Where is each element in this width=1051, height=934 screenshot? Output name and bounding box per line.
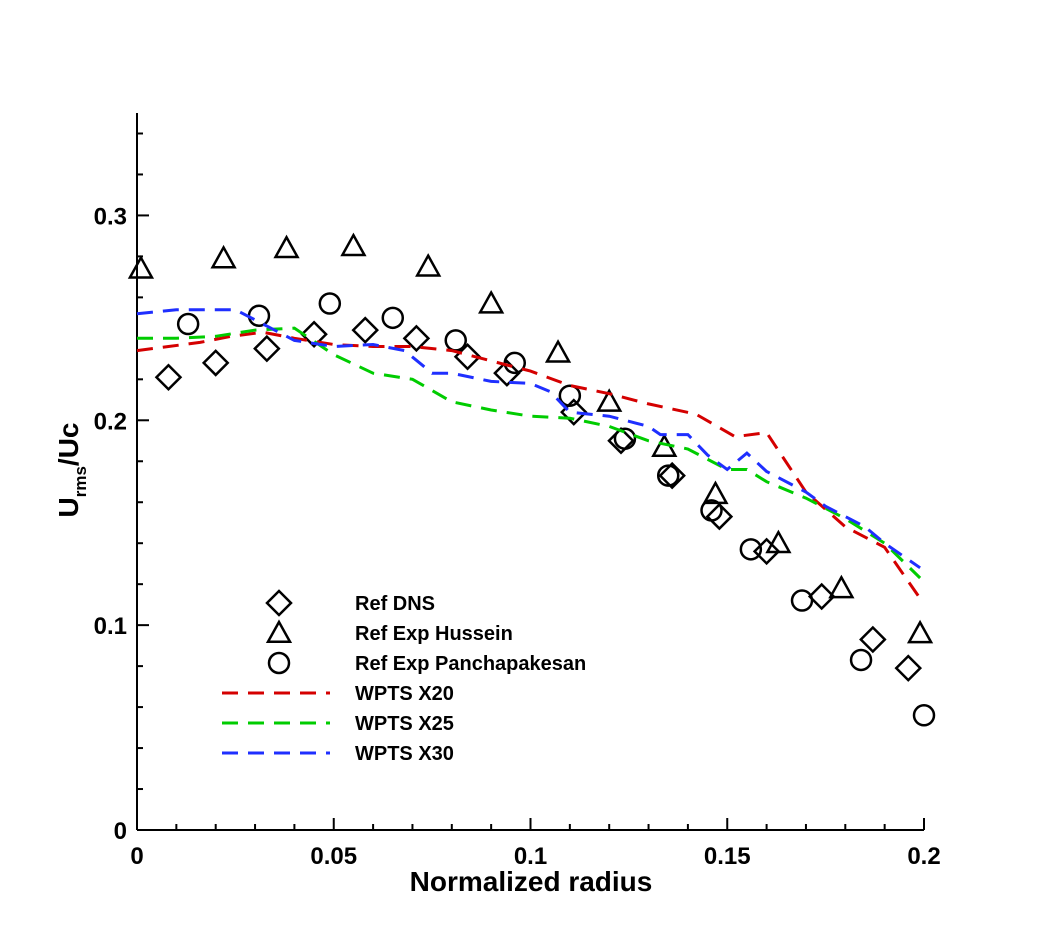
data-point-ref-dns — [201, 349, 230, 377]
data-point-ref-dns — [752, 537, 781, 566]
y-tick-label: 0.3 — [94, 203, 127, 230]
data-point-ref-exp-hussein — [340, 232, 367, 257]
data-point-ref-exp-panchapakesan — [700, 499, 723, 522]
data-point-ref-exp-panchapakesan — [176, 312, 200, 336]
data-point-ref-exp-hussein — [478, 289, 505, 314]
x-tick-label: 0.1 — [514, 843, 547, 870]
series-ref-dns — [154, 316, 923, 682]
data-point-ref-exp-hussein — [828, 574, 855, 599]
legend-marker-triangle — [265, 619, 293, 644]
series-wpts-x25 — [137, 326, 922, 580]
series-wpts-x20 — [136, 330, 922, 600]
data-point-ref-dns — [154, 363, 183, 392]
x-tick-label: 0.2 — [907, 843, 940, 870]
data-point-ref-exp-hussein — [415, 253, 442, 277]
data-point-ref-dns — [351, 316, 379, 344]
legend-label: WPTS X25 — [355, 713, 454, 735]
x-axis-title: Normalized radius — [410, 866, 653, 897]
data-point-ref-exp-panchapakesan — [849, 648, 873, 672]
data-point-ref-dns — [658, 461, 686, 490]
data-point-ref-exp-hussein — [210, 244, 237, 269]
data-point-ref-exp-panchapakesan — [790, 589, 814, 612]
x-tick-label: 0.05 — [310, 843, 357, 870]
data-point-ref-exp-panchapakesan — [613, 427, 637, 450]
data-point-ref-exp-hussein — [273, 234, 300, 259]
y-axis-title-subscript: rms — [71, 466, 90, 497]
y-axis-title-main: U — [53, 497, 84, 517]
data-point-ref-dns — [493, 359, 521, 387]
x-tick-label: 0.15 — [704, 843, 751, 870]
data-point-ref-exp-hussein — [596, 388, 623, 412]
series-line-wpts-x25 — [137, 326, 922, 580]
data-point-ref-dns — [705, 502, 734, 531]
legend-item-ref-exp-hussein: Ref Exp Hussein — [265, 619, 513, 645]
series-line-wpts-x30 — [136, 308, 921, 570]
data-point-ref-exp-panchapakesan — [444, 329, 467, 352]
data-point-ref-dns — [607, 427, 635, 455]
data-point-ref-exp-panchapakesan — [381, 306, 405, 330]
y-axis-title: Urms/Uc — [53, 423, 90, 518]
data-point-ref-exp-hussein — [765, 529, 792, 554]
x-tick-label: 0 — [130, 843, 143, 870]
legend-label: WPTS X30 — [355, 743, 454, 765]
legend: Ref DNS Ref Exp Hussein Ref Exp Panchapake… — [222, 589, 586, 765]
data-point-ref-exp-panchapakesan — [318, 292, 342, 315]
data-point-ref-exp-hussein — [702, 480, 729, 505]
y-tick-label: 0.1 — [94, 613, 127, 640]
data-point-ref-dns — [894, 654, 923, 682]
data-point-ref-dns — [859, 625, 887, 654]
series-line-wpts-x20 — [136, 330, 922, 600]
legend-label: Ref DNS — [355, 593, 435, 615]
y-axis-title-rest: /Uc — [53, 423, 84, 467]
data-point-ref-exp-panchapakesan — [739, 538, 763, 561]
legend-item-wpts-x30: WPTS X30 — [222, 743, 454, 765]
series-wpts-x30 — [136, 308, 921, 570]
data-point-ref-exp-hussein — [906, 619, 934, 644]
legend-label: WPTS X20 — [355, 683, 454, 705]
legend-item-ref-exp-panchapakesan: Ref Exp Panchapakesan — [267, 651, 586, 675]
data-point-ref-exp-panchapakesan — [912, 704, 936, 727]
legend-marker-diamond — [265, 589, 293, 617]
data-point-ref-exp-panchapakesan — [558, 384, 582, 407]
legend-label: Ref Exp Panchapakesan — [355, 653, 586, 675]
data-point-ref-dns — [402, 324, 431, 353]
y-tick-label: 0.2 — [94, 408, 127, 435]
legend-marker-circle — [267, 651, 291, 675]
data-point-ref-exp-panchapakesan — [656, 464, 680, 487]
ticks: 0 0.05 0.1 0.15 0.2 0 0.1 0.2 0.3 — [94, 132, 941, 870]
data-point-ref-dns — [300, 320, 328, 349]
data-point-ref-exp-hussein — [127, 255, 155, 279]
legend-item-wpts-x20: WPTS X20 — [222, 683, 454, 705]
data-point-ref-dns — [253, 334, 281, 363]
data-point-ref-dns — [807, 582, 836, 611]
y-tick-label: 0 — [114, 818, 127, 845]
series — [127, 232, 936, 727]
series-ref-exp-hussein — [127, 232, 934, 644]
legend-item-ref-dns: Ref DNS — [265, 589, 435, 617]
data-point-ref-exp-panchapakesan — [247, 304, 271, 328]
legend-item-wpts-x25: WPTS X25 — [222, 713, 454, 735]
data-point-ref-exp-hussein — [544, 339, 572, 363]
legend-label: Ref Exp Hussein — [355, 623, 513, 645]
